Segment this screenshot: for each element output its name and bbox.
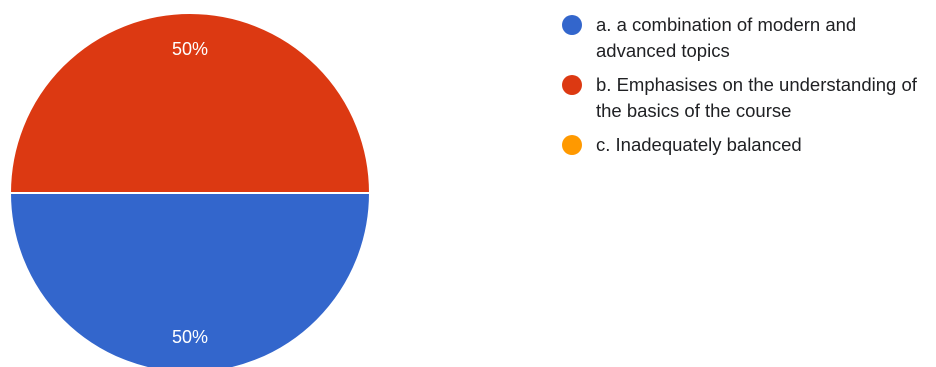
pie-slice-0[interactable] bbox=[8, 192, 372, 367]
legend-label: b. Emphasises on the understanding of th… bbox=[596, 74, 917, 121]
legend-label: c. Inadequately balanced bbox=[596, 134, 802, 155]
legend-item-1[interactable]: b. Emphasises on the understanding of th… bbox=[562, 72, 934, 124]
legend-label: a. a combination of modern and advanced … bbox=[596, 14, 857, 61]
pie-slice-1[interactable] bbox=[8, 12, 372, 194]
pie-slice-label-1: 50% bbox=[172, 39, 208, 59]
legend: a. a combination of modern and advanced … bbox=[562, 12, 934, 166]
pie-svg: 50% 50% bbox=[8, 12, 372, 367]
legend-swatch-icon bbox=[562, 135, 582, 155]
legend-item-2[interactable]: c. Inadequately balanced bbox=[562, 132, 934, 158]
legend-swatch-icon bbox=[562, 75, 582, 95]
legend-item-0[interactable]: a. a combination of modern and advanced … bbox=[562, 12, 934, 64]
legend-swatch-icon bbox=[562, 15, 582, 35]
pie-slice-label-0: 50% bbox=[172, 327, 208, 347]
